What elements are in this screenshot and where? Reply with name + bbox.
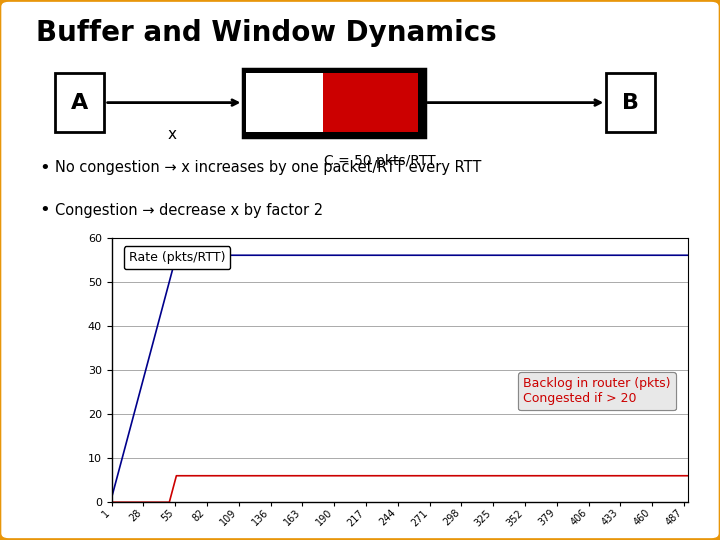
Text: •: •	[40, 201, 50, 219]
Bar	[55, 73, 104, 132]
Text: Buffer and Window Dynamics: Buffer and Window Dynamics	[36, 19, 497, 47]
Text: B: B	[622, 92, 639, 113]
Bar	[246, 73, 323, 132]
Text: •: •	[40, 159, 50, 177]
Text: No congestion → x increases by one packet/RTT every RTT: No congestion → x increases by one packe…	[55, 160, 482, 176]
Text: x: x	[168, 127, 176, 142]
Bar	[606, 73, 655, 132]
Bar	[243, 69, 425, 137]
Bar	[323, 73, 418, 132]
Text: C = 50 pkts/RTT: C = 50 pkts/RTT	[323, 154, 436, 168]
Legend: Backlog in router (pkts)
Congested if > 20: Backlog in router (pkts) Congested if > …	[518, 372, 675, 410]
Text: A: A	[71, 92, 89, 113]
Text: Congestion → decrease x by factor 2: Congestion → decrease x by factor 2	[55, 202, 323, 218]
